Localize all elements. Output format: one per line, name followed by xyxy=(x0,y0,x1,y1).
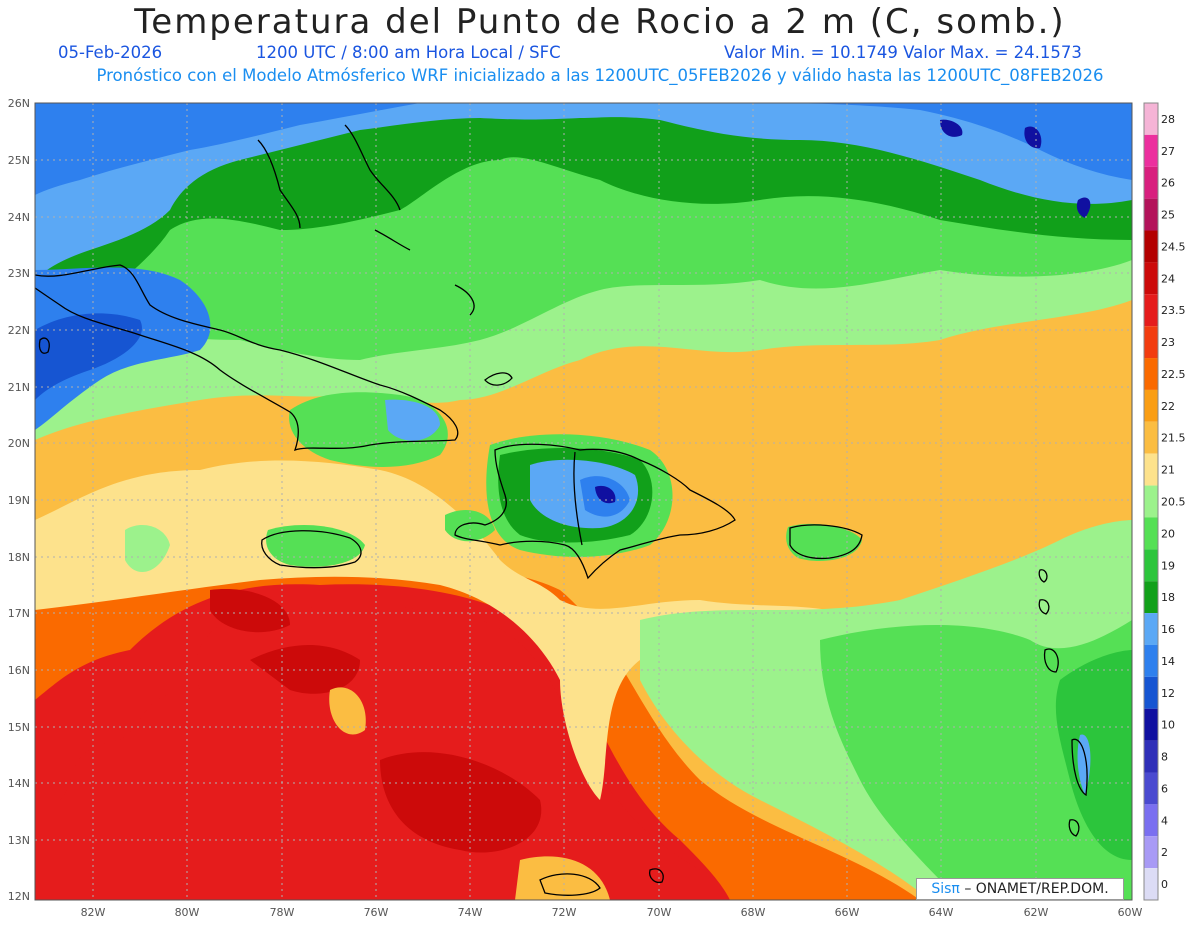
map-field xyxy=(35,103,1132,900)
legend-label: 0 xyxy=(1161,878,1168,891)
legend-swatch xyxy=(1144,804,1158,837)
lon-label: 64W xyxy=(929,906,954,919)
latitude-labels: 26N 25N 24N 23N 22N 21N 20N 19N 18N 17N … xyxy=(8,97,30,903)
legend-swatch xyxy=(1144,549,1158,582)
legend-swatch xyxy=(1144,230,1158,263)
legend-label: 26 xyxy=(1161,177,1175,190)
legend-swatch xyxy=(1144,644,1158,677)
lon-label: 72W xyxy=(552,906,577,919)
legend-label: 20 xyxy=(1161,527,1175,540)
forecast-time: 1200 UTC / 8:00 am Hora Local / SFC xyxy=(256,43,561,62)
legend-swatch xyxy=(1144,581,1158,614)
legend-swatch xyxy=(1144,134,1158,167)
model-info: Pronóstico con el Modelo Atmósferico WRF… xyxy=(96,66,1104,85)
legend-label: 18 xyxy=(1161,591,1175,604)
legend-swatch xyxy=(1144,676,1158,709)
lat-label: 14N xyxy=(8,777,30,790)
lat-label: 13N xyxy=(8,834,30,847)
lat-label: 24N xyxy=(8,211,30,224)
legend-swatch xyxy=(1144,326,1158,359)
legend-label: 19 xyxy=(1161,559,1175,572)
sispi-logo: Sisπ xyxy=(931,881,960,897)
legend-label: 23 xyxy=(1161,336,1175,349)
legend-label: 14 xyxy=(1161,655,1175,668)
legend-label: 8 xyxy=(1161,751,1168,764)
lat-label: 26N xyxy=(8,97,30,110)
legend-label: 2 xyxy=(1161,846,1168,859)
longitude-labels: 82W 80W 78W 76W 74W 72W 70W 68W 66W 64W … xyxy=(81,906,1143,919)
legend-label: 21 xyxy=(1161,464,1175,477)
lon-label: 60W xyxy=(1118,906,1143,919)
lon-label: 78W xyxy=(270,906,295,919)
forecast-date: 05-Feb-2026 xyxy=(58,43,163,62)
legend-label: 22.5 xyxy=(1161,368,1186,381)
color-legend: 2827262524.52423.52322.52221.52120.52019… xyxy=(1143,102,1186,901)
legend-label: 6 xyxy=(1161,782,1168,795)
lat-label: 18N xyxy=(8,551,30,564)
legend-swatch xyxy=(1144,453,1158,486)
legend-swatch xyxy=(1144,389,1158,422)
legend-label: 21.5 xyxy=(1161,432,1186,445)
legend-label: 16 xyxy=(1161,623,1175,636)
legend-label: 25 xyxy=(1161,209,1175,222)
legend-swatch xyxy=(1144,485,1158,518)
legend-swatch xyxy=(1144,294,1158,327)
legend-label: 22 xyxy=(1161,400,1175,413)
credit-box: Sisπ – ONAMET/REP.DOM. xyxy=(916,878,1124,900)
legend-swatch xyxy=(1144,868,1158,900)
credit-text: – ONAMET/REP.DOM. xyxy=(964,881,1109,897)
lat-label: 15N xyxy=(8,721,30,734)
legend-swatch xyxy=(1144,421,1158,454)
legend-swatch xyxy=(1144,198,1158,231)
legend-label: 12 xyxy=(1161,687,1175,700)
coastlines xyxy=(34,124,1088,896)
value-min-max: Valor Min. = 10.1749 Valor Max. = 24.157… xyxy=(724,43,1082,62)
legend-swatch xyxy=(1144,358,1158,390)
lat-label: 16N xyxy=(8,664,30,677)
legend-label: 24 xyxy=(1161,272,1175,285)
lat-label: 12N xyxy=(8,890,30,903)
lon-label: 80W xyxy=(175,906,200,919)
lat-label: 23N xyxy=(8,267,30,280)
legend-swatch xyxy=(1144,836,1158,869)
legend-swatch xyxy=(1144,517,1158,550)
lat-label: 17N xyxy=(8,607,30,620)
legend-label: 24.5 xyxy=(1161,240,1186,253)
legend-label: 20.5 xyxy=(1161,496,1186,509)
lon-label: 70W xyxy=(647,906,672,919)
map-frame xyxy=(34,102,1133,901)
legend-swatch xyxy=(1144,772,1158,805)
lon-label: 74W xyxy=(458,906,483,919)
legend-swatch xyxy=(1144,613,1158,645)
lat-label: 21N xyxy=(8,381,30,394)
map-title: Temperatura del Punto de Rocio a 2 m (C,… xyxy=(134,2,1066,42)
lat-label: 20N xyxy=(8,437,30,450)
legend-label: 10 xyxy=(1161,719,1175,732)
legend-label: 27 xyxy=(1161,145,1175,158)
lon-label: 66W xyxy=(835,906,860,919)
legend-swatch xyxy=(1144,103,1158,135)
legend-swatch xyxy=(1144,166,1158,199)
legend-swatch xyxy=(1144,740,1158,773)
lon-label: 68W xyxy=(741,906,766,919)
legend-frame xyxy=(1143,102,1159,901)
lat-lon-grid xyxy=(35,103,1132,900)
legend-swatch xyxy=(1144,708,1158,741)
legend-label: 23.5 xyxy=(1161,304,1186,317)
lat-label: 22N xyxy=(8,324,30,337)
legend-label: 4 xyxy=(1161,814,1168,827)
lon-label: 76W xyxy=(364,906,389,919)
legend-label: 28 xyxy=(1161,113,1175,126)
legend-swatch xyxy=(1144,262,1158,295)
lon-label: 62W xyxy=(1024,906,1049,919)
lat-label: 25N xyxy=(8,154,30,167)
lat-label: 19N xyxy=(8,494,30,507)
lon-label: 82W xyxy=(81,906,106,919)
